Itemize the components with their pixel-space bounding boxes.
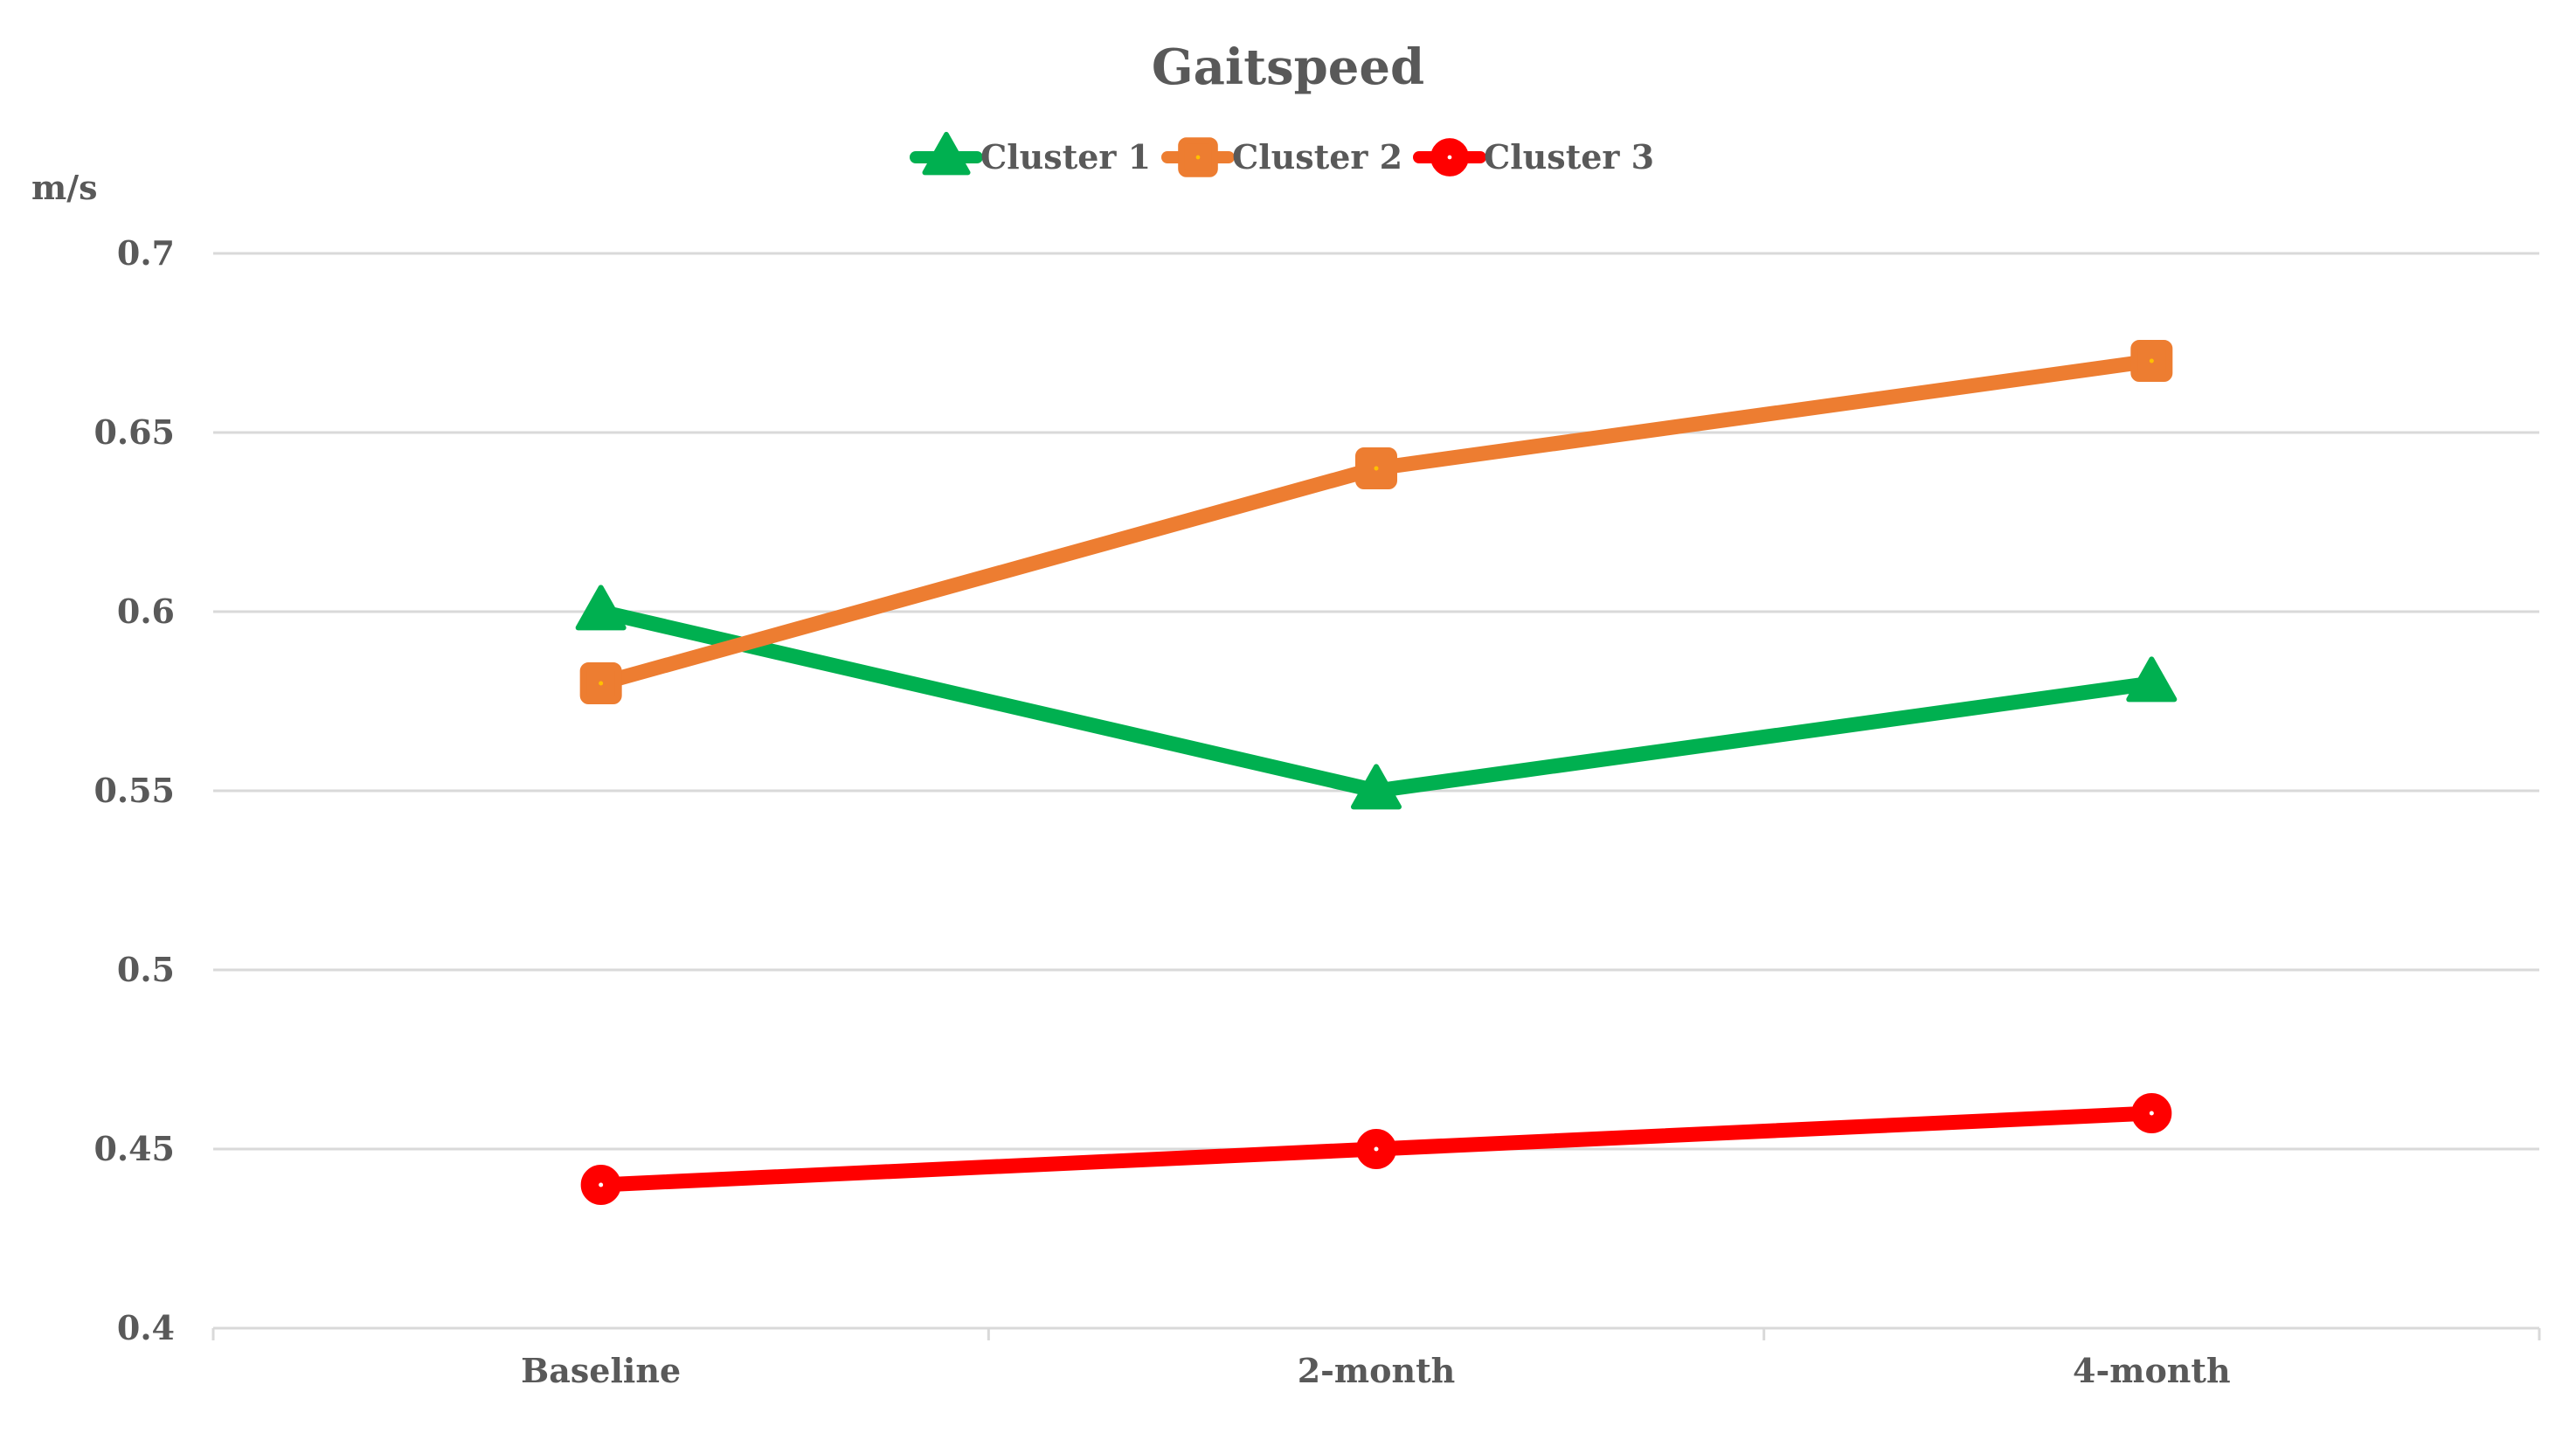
data-point-center: [1374, 466, 1379, 471]
data-point-center: [1374, 1146, 1379, 1152]
legend-item: Cluster 3: [1413, 137, 1654, 177]
data-point-center: [2149, 1111, 2154, 1116]
legend: Cluster 1 Cluster 2 Cluster 3: [910, 131, 1654, 177]
x-tick-label: 2-month: [1298, 1351, 1456, 1390]
y-axis-unit: m/s: [31, 168, 97, 207]
data-point-center: [599, 1182, 604, 1187]
series-3: [580, 1093, 2172, 1205]
y-tick-label: 0.45: [93, 1129, 175, 1168]
legend-label: Cluster 3: [1484, 137, 1654, 177]
chart-title: Gaitspeed: [1152, 38, 1424, 96]
series-2: [579, 340, 2173, 704]
y-tick-label: 0.6: [117, 592, 175, 631]
y-tick-label: 0.55: [93, 771, 175, 810]
data-point: [1351, 764, 1402, 810]
x-axis: [211, 1326, 2541, 1340]
legend-marker: [922, 131, 971, 176]
legend-item: Cluster 1: [910, 131, 1151, 177]
series-line: [593, 353, 2159, 691]
x-axis-ticks: Baseline 2-month 4-month: [521, 1351, 2230, 1390]
data-point: [2126, 656, 2178, 703]
data-point-center: [599, 681, 604, 686]
legend-item: Cluster 2: [1161, 137, 1402, 177]
y-tick-label: 0.65: [93, 412, 175, 452]
gridlines: [213, 252, 2539, 1151]
y-tick-label: 0.7: [117, 233, 175, 273]
x-tick-label: Baseline: [521, 1351, 681, 1390]
legend-label: Cluster 1: [980, 137, 1151, 177]
x-tick-label: 4-month: [2073, 1351, 2231, 1390]
y-axis-ticks: 0.4 0.45 0.5 0.55 0.6 0.65 0.7: [93, 233, 175, 1347]
legend-marker-center: [1447, 155, 1452, 160]
series-line: [593, 604, 2159, 799]
legend-marker-center: [1195, 155, 1201, 160]
y-tick-label: 0.4: [117, 1308, 175, 1347]
y-tick-label: 0.5: [117, 950, 175, 989]
series-1: [575, 585, 2178, 810]
series-lines: [575, 340, 2178, 1205]
data-point-center: [2149, 358, 2154, 363]
legend-label: Cluster 2: [1232, 137, 1402, 177]
data-point: [575, 585, 627, 631]
